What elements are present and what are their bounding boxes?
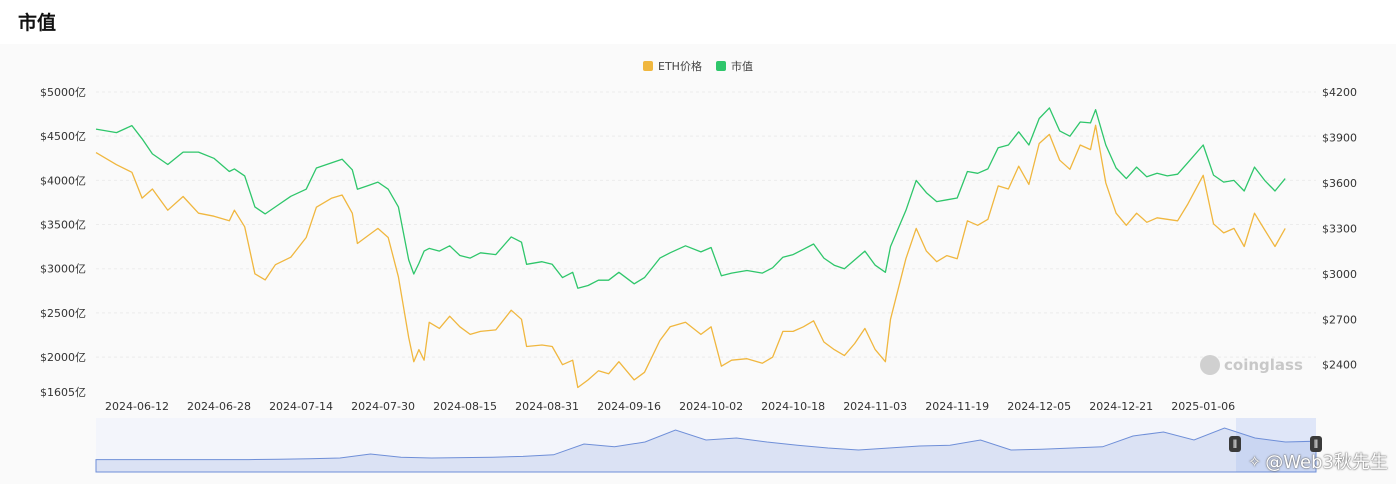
y-left-tick-label: $2500亿: [40, 307, 86, 320]
legend-item-eth-price[interactable]: ETH价格: [643, 58, 702, 74]
brand-name: coinglass: [1224, 356, 1303, 374]
sparkle-icon: ✧: [1247, 451, 1262, 471]
y-left-tick-label: $3000亿: [40, 263, 86, 276]
watermark-text: @Web3秋先生: [1265, 452, 1388, 473]
page-title: 市值: [18, 12, 57, 34]
legend: ETH价格 市值: [0, 58, 1396, 74]
coinglass-logo-icon: [1200, 355, 1220, 375]
brand-logo: coinglass: [1200, 355, 1303, 375]
legend-swatch-market-cap: [715, 61, 726, 71]
y-right-tick-label: $3600: [1322, 177, 1357, 190]
y-left-tick-label: $1605亿: [40, 386, 86, 399]
y-right-tick-label: $2400: [1322, 359, 1357, 372]
y-right-tick-label: $2700: [1322, 313, 1357, 326]
legend-label-market-cap: 市值: [730, 60, 753, 73]
navigator-selection: [1236, 418, 1316, 472]
y-left-tick-label: $3500亿: [40, 219, 86, 232]
legend-swatch-eth-price: [643, 61, 654, 71]
navigator-background: [96, 418, 1316, 472]
navigator-handle-right[interactable]: ǁ: [1310, 436, 1322, 452]
navigator-handle-left[interactable]: ǁ: [1229, 436, 1241, 452]
y-right-tick-label: $3300: [1322, 222, 1357, 235]
x-tick-label: 2025-01-06: [1171, 400, 1235, 413]
watermark: ✧ @Web3秋先生: [1248, 448, 1388, 474]
x-tick-label: 2024-09-16: [597, 400, 661, 413]
x-tick-label: 2024-08-15: [433, 400, 497, 413]
y-right-tick-label: $3900: [1322, 131, 1357, 144]
y-left-tick-label: $2000亿: [40, 351, 86, 364]
navigator-area: [95, 427, 1317, 473]
y-left-tick-label: $5000亿: [40, 86, 86, 99]
y-left-tick-label: $4500亿: [40, 130, 86, 143]
market-cap-line: [95, 107, 1286, 289]
legend-item-market-cap[interactable]: 市值: [715, 58, 753, 74]
y-right-tick-label: $4200: [1322, 86, 1357, 99]
x-tick-label: 2024-10-02: [679, 400, 743, 413]
x-tick-label: 2024-07-14: [269, 400, 333, 413]
x-tick-label: 2024-06-28: [187, 400, 251, 413]
eth-price-line: [95, 124, 1286, 389]
x-tick-label: 2024-06-12: [105, 400, 169, 413]
x-tick-label: 2024-07-30: [351, 400, 415, 413]
y-left-tick-label: $4000亿: [40, 174, 86, 187]
x-tick-label: 2024-12-05: [1007, 400, 1071, 413]
x-tick-label: 2024-11-03: [843, 400, 907, 413]
y-right-tick-label: $3000: [1322, 268, 1357, 281]
x-tick-label: 2024-11-19: [925, 400, 989, 413]
x-tick-label: 2024-10-18: [761, 400, 825, 413]
x-tick-label: 2024-08-31: [515, 400, 579, 413]
legend-label-eth-price: ETH价格: [658, 60, 702, 73]
chart-panel: [0, 44, 1396, 484]
x-tick-label: 2024-12-21: [1089, 400, 1153, 413]
